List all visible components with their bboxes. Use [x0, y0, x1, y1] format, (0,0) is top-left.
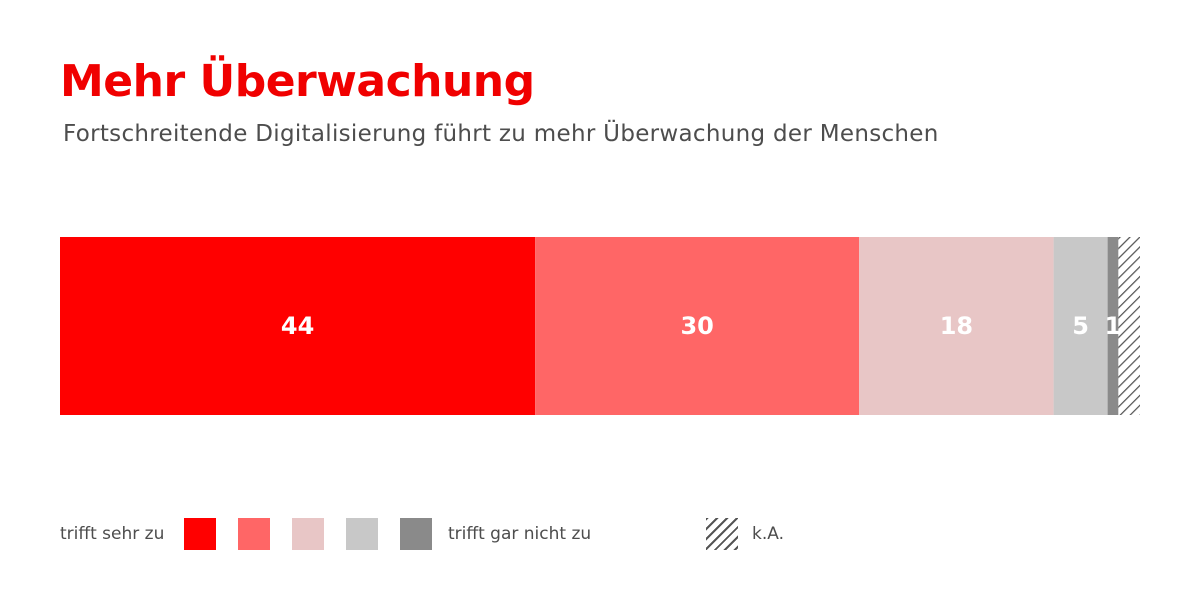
bar-segment-5 [1107, 237, 1119, 415]
legend-label-ka: k.A. [752, 524, 784, 544]
bar-label-3: 18 [940, 312, 973, 340]
legend-swatch-3 [292, 518, 324, 550]
bar-segment-1 [60, 237, 536, 415]
bar-label-1: 44 [281, 312, 314, 340]
legend-swatch-1 [184, 518, 216, 550]
legend-swatch-ka [706, 518, 738, 550]
bar-label-4: 5 [1072, 312, 1089, 340]
legend-swatch-5 [400, 518, 432, 550]
bar-segment-4 [1053, 237, 1108, 415]
legend-label-trifft-sehr-zu: trifft sehr zu [60, 524, 165, 544]
bar-segment-2 [535, 237, 860, 415]
legend-swatch-4 [346, 518, 378, 550]
chart-title: Mehr Überwachung [60, 56, 535, 107]
bar-segment-3 [859, 237, 1054, 415]
legend-swatch-2 [238, 518, 270, 550]
bar-segments: 44 30 18 5 1 [60, 237, 1140, 415]
legend-label-trifft-gar-nicht-zu: trifft gar nicht zu [448, 524, 592, 544]
chart-subtitle: Fortschreitende Digitalisierung führt zu… [63, 121, 939, 147]
bar-segment-6 [1118, 237, 1140, 415]
bar-label-5: 1 [1105, 312, 1122, 340]
bar-label-2: 30 [680, 312, 713, 340]
